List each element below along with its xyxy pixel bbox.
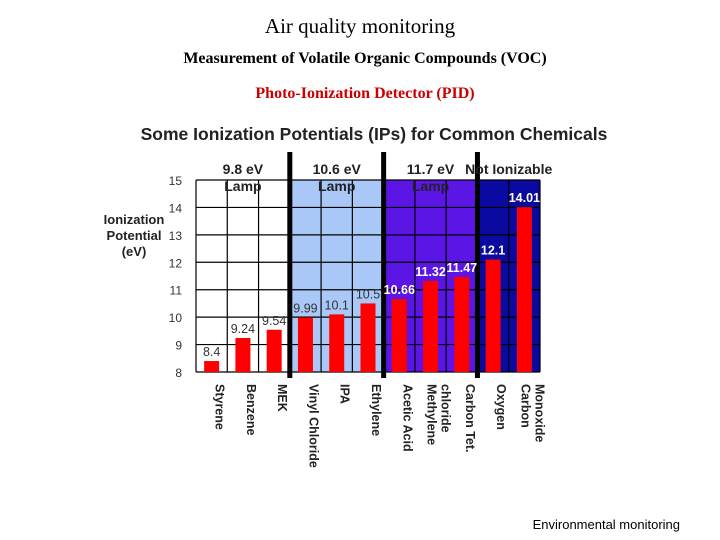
y-tick-label: 12 [169,256,183,270]
bar-value-label: 10.5 [356,287,380,301]
bar-value-label: 9.54 [262,314,286,328]
footer-text: Environmental monitoring [532,517,680,532]
lamp-label: 11.7 eV [407,161,455,177]
category-label: Monoxide [532,384,546,442]
y-axis-label: (eV) [122,244,147,259]
y-tick-label: 10 [169,311,183,325]
bar [329,314,345,372]
bar-value-label: 11.47 [447,261,478,275]
chart-title: Some Ionization Potentials (IPs) for Com… [141,124,608,144]
category-label: Benzene [244,384,258,435]
lamp-label: Lamp [412,178,449,194]
bar-value-label: 10.66 [384,283,415,297]
y-axis-label: Ionization [104,212,165,227]
y-tick-label: 13 [169,229,183,243]
category-label: Oxygen [494,384,508,430]
category-label: Acetic Acid [400,384,414,452]
bar-value-label: 8.4 [203,345,220,359]
category-label: Ethylene [369,384,383,436]
page-subtitle: Measurement of Volatile Organic Compound… [183,50,547,67]
y-tick-label: 9 [175,339,182,353]
lamp-label: 10.6 eV [313,161,362,177]
bar-value-label: 9.24 [231,322,255,336]
bar [266,329,282,372]
bar-value-label: 14.01 [509,191,540,205]
bar [454,276,470,372]
y-tick-label: 11 [170,284,183,298]
bar-value-label: 11.32 [415,265,446,279]
bar [204,361,220,372]
category-label: Methylene [425,384,439,445]
y-tick-label: 15 [169,174,183,188]
page-subtitle-pid: Photo-Ionization Detector (PID) [255,85,475,102]
bar [360,303,376,372]
category-label: MEK [275,384,289,412]
category-label: Vinyl Chloride [306,384,320,468]
category-label: Carbon Tet. [463,384,477,453]
lamp-label: Lamp [224,178,261,194]
lamp-label: Lamp [318,178,355,194]
y-tick-label: 14 [169,201,183,215]
bar [423,280,439,372]
page-title: Air quality monitoring [264,14,456,38]
y-axis-label: Potential [107,228,162,243]
lamp-label: 9.8 eV [223,161,264,177]
bar-value-label: 12.1 [481,244,505,258]
bar [516,207,532,372]
category-label: chloride [439,384,453,433]
bar-value-label: 9.99 [293,301,317,315]
y-tick-label: 8 [175,366,182,380]
category-label: IPA [338,384,352,404]
bar [391,299,407,372]
category-label: Carbon [518,384,532,428]
category-label: Styrene [213,384,227,430]
lamp-label: Not Ionizable [465,161,552,177]
bar [297,317,313,372]
bar-value-label: 10.1 [325,298,349,312]
bar [235,337,251,372]
bar [485,259,501,372]
